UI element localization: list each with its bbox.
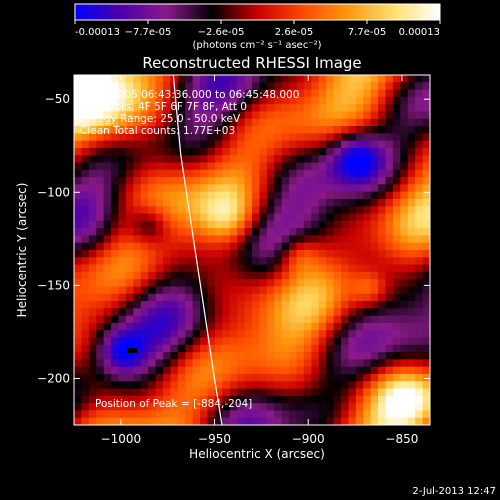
annotation-line: 9-Jan-2005 06:43:36.000 to 06:45:48.000 [80, 89, 299, 101]
colorbar-tick-label: 7.7e-05 [348, 27, 386, 38]
y-axis-label: Heliocentric Y (arcsec) [15, 183, 29, 318]
y-tick-label: −150 [37, 278, 70, 292]
peak-position-label: Position of Peak = [-884,-204] [95, 398, 252, 410]
colorbar [74, 3, 441, 21]
x-axis-label: Heliocentric X (arcsec) [189, 447, 325, 461]
y-axis: −50 −100 −150 −200 [37, 92, 430, 385]
render-date: 2-Jul-2013 12:47 [412, 486, 496, 497]
annotation-line: Clean Total counts: 1.77E+03 [80, 125, 235, 137]
plot-frame [73, 74, 431, 426]
heatmap-area [74, 75, 430, 425]
colorbar-tick-label: -0.00013 [75, 27, 120, 38]
colorbar-tick-label: −7.7e-05 [125, 27, 172, 38]
peak-marker [127, 348, 137, 353]
colorbar-ticks: -0.00013 −7.7e-05 −2.6e-05 2.6e-05 7.7e-05 0.… [74, 20, 441, 38]
x-tick-label: −900 [292, 432, 325, 446]
colorbar-tick-label: 0.00013 [399, 27, 440, 38]
y-tick-label: −100 [37, 185, 70, 199]
x-tick-label: −950 [198, 432, 231, 446]
annotation-line: Detectors: 4F 5F 6F 7F 8F, Att 0 [80, 101, 247, 113]
y-tick-label: −200 [37, 371, 70, 385]
annotation-block: 9-Jan-2005 06:43:36.000 to 06:45:48.000D… [80, 89, 299, 137]
x-tick-label: −1000 [101, 432, 142, 446]
chart-title: Reconstructed RHESSI Image [142, 54, 361, 72]
annotation-line: Energy Range: 25.0 - 50.0 keV [80, 113, 241, 125]
solar-limb-line [172, 75, 223, 425]
x-axis: −1000 −950 −900 −850 [101, 75, 418, 446]
colorbar-units-label: (photons cm⁻² s⁻¹ asec⁻²) [192, 40, 321, 51]
y-tick-label: −50 [45, 92, 70, 106]
colorbar-tick-label: 2.6e-05 [275, 27, 313, 38]
x-tick-label: −850 [385, 432, 418, 446]
colorbar-tick-label: −2.6e-05 [198, 27, 245, 38]
